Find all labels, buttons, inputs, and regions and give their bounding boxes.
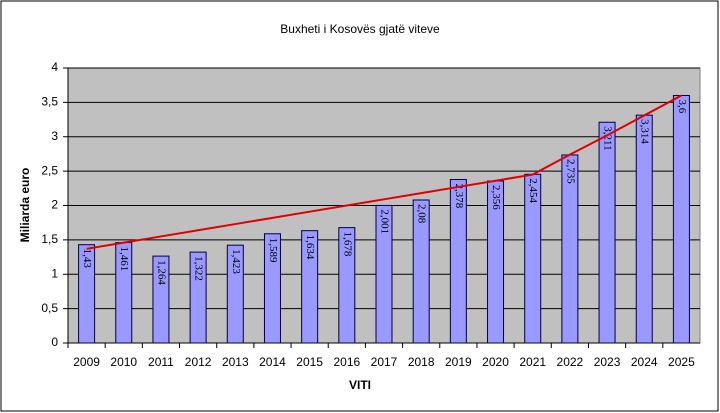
value-label: 2,378	[453, 184, 465, 209]
value-label: 1,43	[81, 249, 93, 269]
x-tick-label: 2015	[296, 355, 323, 369]
value-label: 2,001	[378, 209, 390, 234]
x-tick-label: 2017	[371, 355, 398, 369]
value-label: 1,678	[341, 232, 353, 257]
line	[86, 94, 682, 250]
bar	[412, 199, 430, 344]
x-tick-label: 2016	[333, 355, 360, 369]
y-tick-label: 3,5	[41, 95, 58, 109]
x-tick-label: 2014	[259, 355, 286, 369]
bar	[152, 255, 170, 344]
value-label: 3,211	[602, 126, 614, 150]
x-tick-label: 2024	[631, 355, 658, 369]
x-tick-label: 2009	[73, 355, 100, 369]
bar	[672, 95, 690, 344]
value-label: 1,461	[118, 247, 130, 272]
y-tick-label: 2	[51, 198, 58, 212]
x-tick-label: 2021	[519, 355, 546, 369]
value-label: 1,322	[193, 256, 205, 281]
value-label: 1,589	[267, 238, 279, 263]
x-tick-label: 2019	[445, 355, 472, 369]
y-tick-label: 0,5	[41, 301, 58, 315]
value-label: 2,454	[527, 178, 539, 203]
y-tick-label: 0	[51, 335, 58, 349]
bar	[189, 251, 207, 344]
bar	[375, 204, 393, 344]
value-label: 2,08	[416, 204, 428, 224]
y-tick-label: 3	[51, 129, 58, 143]
bar	[338, 227, 356, 344]
value-label: 3,6	[676, 100, 688, 114]
value-label: 3,314	[639, 119, 651, 144]
chart-title: Buxheti i Kosovës gjatë viteve	[280, 22, 440, 36]
x-axis-title: VITI	[349, 378, 371, 392]
bar	[78, 244, 96, 344]
x-tick-label: 2018	[408, 355, 435, 369]
x-tick-label: 2010	[110, 355, 137, 369]
x-tick-label: 2023	[594, 355, 621, 369]
y-tick-label: 2,5	[41, 163, 58, 177]
y-tick-label: 1,5	[41, 232, 58, 246]
bar	[263, 233, 281, 344]
bar	[226, 244, 244, 344]
x-tick-label: 2011	[148, 355, 174, 369]
value-label: 1,264	[155, 260, 167, 285]
x-tick-label: 2025	[668, 355, 695, 369]
x-tick-label: 2022	[557, 355, 584, 369]
x-tick-label: 2013	[222, 355, 249, 369]
bar	[449, 179, 467, 344]
x-tick-label: 2012	[185, 355, 212, 369]
bar	[635, 114, 653, 344]
value-label: 1,423	[230, 249, 242, 274]
value-label: 1,634	[304, 235, 316, 260]
bar	[301, 230, 319, 344]
y-axis-title: Miliarda euro	[18, 168, 32, 243]
bar	[598, 121, 616, 344]
y-tick-label: 1	[51, 266, 58, 280]
x-tick-label: 2020	[482, 355, 509, 369]
value-label: 2,356	[490, 185, 502, 210]
y-tick-label: 4	[51, 60, 58, 74]
value-label: 2,735	[564, 159, 576, 184]
